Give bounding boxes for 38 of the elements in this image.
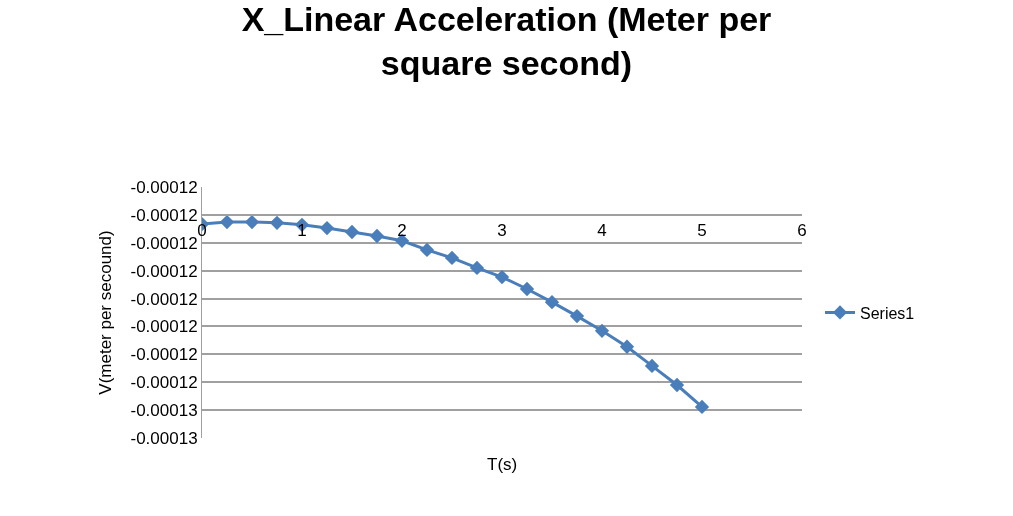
y-tick-label: -0.00013 (130, 401, 198, 421)
x-tick-label: 6 (797, 221, 807, 241)
point (619, 339, 635, 354)
point (419, 242, 435, 258)
point (219, 214, 235, 230)
point (644, 358, 660, 374)
x-tick-label: 2 (397, 221, 407, 241)
point (669, 377, 685, 393)
x-tick-label: 0 (197, 221, 207, 241)
point (544, 294, 560, 310)
y-tick-label: -0.00012 (130, 205, 198, 225)
y-tick-label: -0.00012 (130, 345, 198, 365)
point (519, 281, 535, 297)
x-tick-label: 5 (697, 221, 707, 241)
point (319, 220, 335, 236)
point (369, 228, 385, 244)
y-tick-label: -0.00013 (130, 428, 198, 448)
y-tick-label: -0.00012 (130, 373, 198, 393)
point (244, 214, 260, 230)
y-tick-label: -0.00012 (130, 233, 198, 253)
y-axis-title: V(meter per secound) (96, 230, 116, 395)
point (694, 399, 710, 415)
x-axis-title: T(s) (487, 455, 518, 474)
y-tick-label: -0.00012 (130, 177, 198, 197)
y-tick-label: -0.00012 (130, 317, 198, 337)
point (494, 269, 510, 285)
x-tick-label: 4 (597, 221, 607, 241)
point (594, 323, 610, 338)
point (469, 260, 485, 276)
chart-title: X_Linear Acceleration (Meter per square second) (241, 0, 772, 83)
point (444, 250, 460, 266)
y-tick-label: -0.00012 (130, 261, 198, 281)
point (569, 308, 585, 324)
point (269, 215, 285, 231)
x-tick-label: 3 (497, 221, 507, 241)
legend-label: Series1 (860, 304, 915, 322)
y-tick-label: -0.00012 (130, 289, 198, 309)
point (344, 224, 360, 240)
